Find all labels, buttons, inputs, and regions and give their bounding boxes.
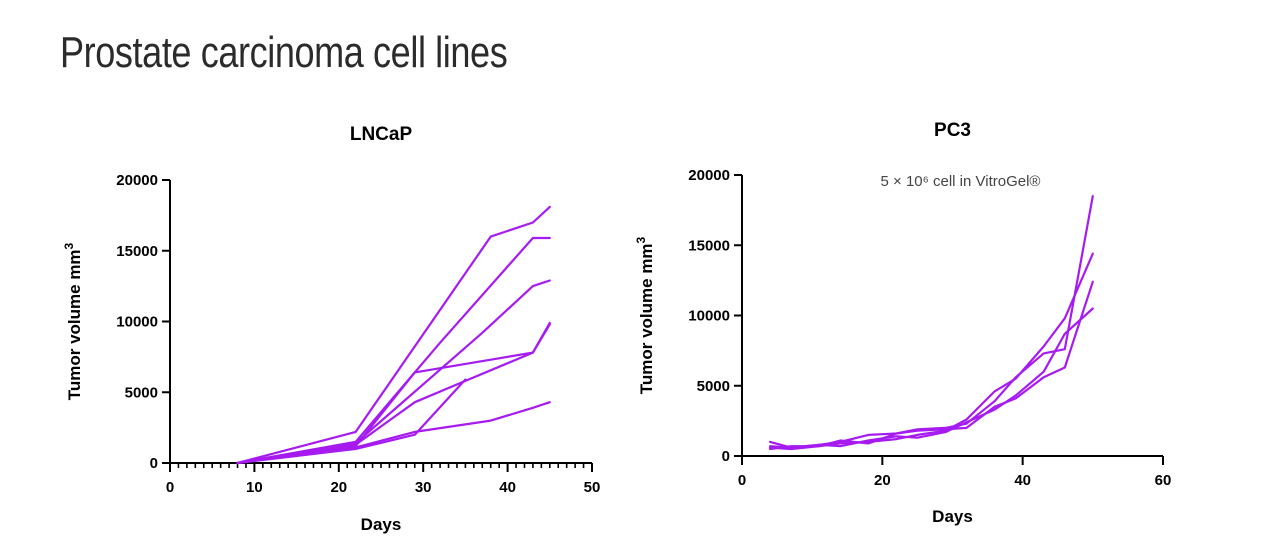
series-line-7 [236, 378, 467, 465]
y-tick-label: 5000 [125, 384, 158, 401]
y-tick-label: 20000 [688, 167, 730, 184]
x-tick-label: 20 [874, 472, 891, 489]
y-axis-label: Tumor volume mm3 [62, 242, 84, 400]
series-line-3 [768, 280, 1094, 451]
series-line-1 [768, 195, 1094, 449]
chart-title: PC3 [934, 120, 971, 141]
x-axis-label: Days [932, 507, 973, 526]
chart-annotation: 5 × 10⁶ cell in VitroGel® [881, 173, 1041, 190]
x-tick-label: 60 [1155, 472, 1172, 489]
series-line-4 [768, 307, 1094, 449]
y-tick-label: 15000 [688, 237, 730, 254]
x-tick-label: 50 [584, 479, 601, 496]
y-axis-label-superscript: 3 [62, 242, 76, 249]
y-axis-label: Tumor volume mm3 [634, 236, 656, 394]
x-tick-label: 40 [499, 479, 516, 496]
y-axis-label-superscript: 3 [634, 236, 648, 243]
x-tick-label: 30 [415, 479, 432, 496]
y-tick-label: 10000 [116, 314, 158, 331]
y-tick-label: 20000 [116, 172, 158, 189]
x-axis-label: Days [361, 515, 402, 534]
series-line-5 [236, 321, 551, 465]
y-tick-label: 0 [150, 455, 158, 472]
y-axis-label-text: Tumor volume mm [637, 243, 656, 394]
y-tick-label: 5000 [697, 378, 730, 395]
y-tick-label: 0 [722, 448, 730, 465]
series-line-6 [236, 401, 551, 465]
series-line-2 [768, 252, 1094, 451]
series-line-1 [236, 205, 551, 465]
x-tick-label: 10 [246, 479, 263, 496]
lncap-chart: LNCaP 0 5000 10000 15000 20000 0 10 20 30 40 50 Days… [62, 124, 601, 534]
y-tick-label: 10000 [688, 308, 730, 325]
x-tick-label: 0 [738, 472, 746, 489]
page-title: Prostate carcinoma cell lines [60, 28, 508, 77]
chart-title: LNCaP [350, 124, 413, 145]
x-tick-label: 40 [1014, 472, 1031, 489]
y-axis-label-text: Tumor volume mm [65, 249, 84, 400]
x-tick-label: 20 [330, 479, 347, 496]
y-tick-label: 15000 [116, 243, 158, 260]
x-tick-label: 0 [166, 479, 174, 496]
